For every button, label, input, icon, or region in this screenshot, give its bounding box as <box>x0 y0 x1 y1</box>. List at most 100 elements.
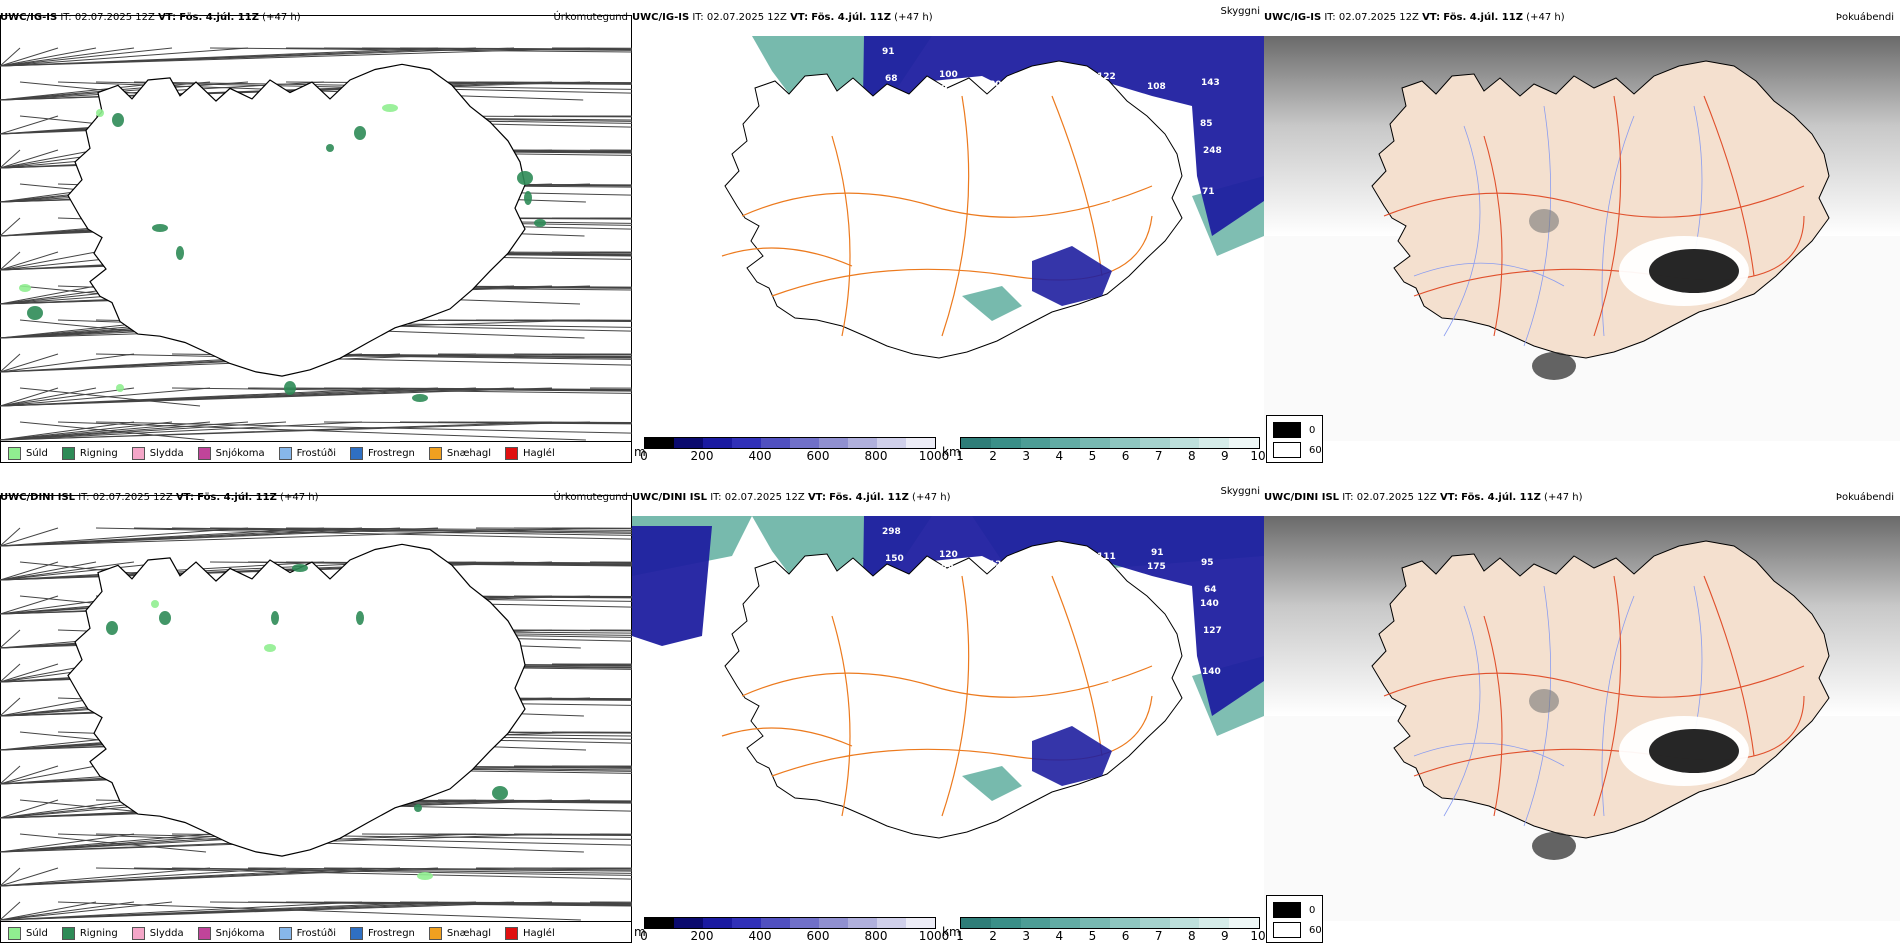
fog-patch-dark <box>1532 352 1576 380</box>
ceiling-colors <box>644 437 936 449</box>
cloud-base-label: 127 <box>1203 626 1222 636</box>
rain-cell <box>534 219 546 227</box>
wind-barb <box>209 663 632 669</box>
wind-barb <box>589 115 632 117</box>
wind-barb <box>95 81 632 94</box>
cloud-base-label: 64 <box>1095 154 1108 164</box>
cloud-base-label: 152 <box>884 115 903 125</box>
colorbar-swatch <box>1229 918 1259 928</box>
colorbar-swatch <box>703 438 732 448</box>
fog-swatch-high <box>1273 922 1301 938</box>
wind-barb <box>209 527 632 533</box>
cloud-base-label: 248 <box>1203 146 1222 156</box>
wind-barb <box>209 561 632 567</box>
road-network <box>721 575 1153 817</box>
visibility-ticks: 1 2 3 4 5 6 7 8 9 10 <box>956 449 1265 463</box>
cloud-base-label: 65 <box>1043 76 1056 86</box>
wind-barb <box>0 251 59 271</box>
panel-header: UWC/DINI ISL IT: 02.07.2025 12Z VT: Fös.… <box>0 490 632 506</box>
ceiling-colorbar: 0 200 400 600 800 1000 m <box>634 437 949 463</box>
cloud-base-label: 68 <box>885 74 898 84</box>
wind-barb <box>0 353 21 373</box>
cloud-base-label: 271 <box>1095 634 1114 644</box>
inland-cloud <box>1032 726 1112 786</box>
legend-item-rigning: Rigning <box>61 926 118 940</box>
row1-precip-panel: UWC/IG-IS IT: 02.07.2025 12Z VT: Fös. 4.… <box>0 10 632 463</box>
legend-swatch <box>505 926 519 940</box>
colorbar-swatch <box>1199 918 1230 928</box>
colorbar-tick-label: 1000 <box>918 929 950 943</box>
cloud-base-label: 111 <box>1097 552 1116 562</box>
visibility-colorbar: 1 2 3 4 5 6 7 8 9 10 km <box>942 917 1266 943</box>
river <box>1413 742 1565 767</box>
rain-cell <box>412 394 428 402</box>
row2-cloud-vis-panel: UWC/DINI ISL IT: 02.07.2025 12Z VT: Fös.… <box>632 486 1266 943</box>
cloud-base-areas <box>632 516 1264 716</box>
colorbar-swatch <box>1109 438 1140 448</box>
wind-barb <box>0 901 135 921</box>
rain-cell <box>284 381 296 395</box>
river <box>1443 605 1481 817</box>
low-cloud-area <box>862 516 1264 716</box>
inland-cloud <box>962 766 1022 801</box>
rain-cell <box>106 621 118 635</box>
rain-cell <box>151 600 159 608</box>
wind-barb <box>209 765 632 771</box>
wind-barb <box>0 561 59 581</box>
wind-barb <box>551 319 632 321</box>
wind-barb <box>0 115 59 135</box>
wind-barb <box>0 867 439 887</box>
panel-title: Þokuábendi <box>1835 492 1894 503</box>
cloud-base-areas <box>862 36 1264 236</box>
cloud-base-label: 160 <box>937 632 956 642</box>
colorbar-tick-label: 6 <box>1121 929 1130 943</box>
ceiling-ticks: 0 200 400 600 800 1000 <box>640 449 949 463</box>
colorbar-swatch <box>761 918 790 928</box>
rain-cell <box>112 113 124 127</box>
colorbar-tick-label: 5 <box>1088 929 1097 943</box>
wind-barb <box>0 799 59 819</box>
colorbar-swatch <box>1080 438 1110 448</box>
wind-barb <box>0 527 439 547</box>
fog-label-60: 60 <box>1309 444 1322 456</box>
wind-barb <box>247 663 632 668</box>
wind-barb <box>209 353 632 359</box>
colorbar-tick-label: 9 <box>1221 449 1229 463</box>
wind-barb <box>0 47 59 67</box>
road <box>721 727 853 747</box>
colorbar-swatch <box>645 438 674 448</box>
colorbar-tick-label: 600 <box>806 449 830 463</box>
colorbar-swatch <box>906 438 935 448</box>
rain-cell <box>414 804 422 812</box>
road <box>831 615 851 817</box>
colorbar-swatch <box>848 918 877 928</box>
wind-barb <box>589 217 632 219</box>
colorbar-swatch <box>645 918 674 928</box>
road <box>941 575 970 817</box>
cloud-base-label: 106 <box>1041 638 1060 648</box>
legend-item-slydda: Slydda <box>131 446 184 460</box>
cloud-base-label: 146 <box>886 663 905 673</box>
cloud-base-label: 120 <box>939 550 958 560</box>
fog-patch-light <box>1529 689 1559 713</box>
road <box>1593 575 1622 817</box>
colorbar-tick-label: 7 <box>1154 449 1163 463</box>
cloud-base-label: 62 <box>938 111 951 121</box>
rain-cell <box>96 109 104 117</box>
wind-barb <box>0 217 21 237</box>
legend-item-suld: Súld <box>8 446 48 460</box>
cloud-base-label: 91 <box>1151 548 1164 558</box>
wind-barb <box>0 47 173 67</box>
rain-areas <box>106 564 508 880</box>
wind-barb <box>247 149 632 154</box>
wind-barb <box>0 561 97 581</box>
cloud-base-label: 122 <box>1097 72 1116 82</box>
cloud-base-label: 104 <box>1094 195 1113 205</box>
legend-swatch <box>8 446 21 460</box>
cloud-base-label: 415 <box>1045 144 1064 154</box>
iceland-outline <box>67 543 526 857</box>
cloud-base-label: 152 <box>937 152 956 162</box>
wind-barb <box>171 527 632 534</box>
precip-legend: Súld Rigning Slydda Snjókoma Frostúði Fr… <box>0 441 632 464</box>
cloud-base-label: 91 <box>882 47 895 57</box>
